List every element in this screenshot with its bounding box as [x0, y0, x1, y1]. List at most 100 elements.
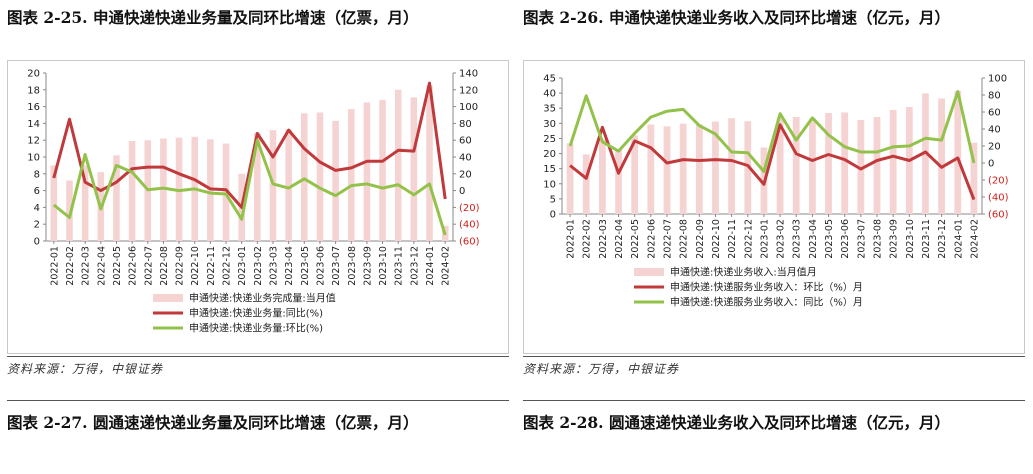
x-tick-label: 2023-10	[905, 219, 916, 259]
x-tick-label: 2024-02	[969, 219, 980, 259]
divider	[523, 356, 1025, 357]
x-tick-label: 2023-05	[300, 246, 311, 286]
x-tick-label: 2023-07	[856, 219, 867, 259]
bar	[679, 123, 687, 214]
legend-label: 申通快递:快递服务业务收入：环比（%）月	[670, 281, 863, 294]
bar	[954, 90, 962, 214]
x-tick-label: 2022-03	[81, 246, 92, 286]
bar	[160, 138, 167, 241]
bar	[316, 112, 324, 241]
left-tick-label: 25	[543, 134, 556, 145]
right-tick-label: 80	[459, 119, 472, 130]
x-tick-label: 2023-02	[776, 219, 787, 259]
bar	[426, 85, 433, 241]
figure-title-2-28: 图表 2-28. 圆通速递快递业务收入及同环比增速（亿元，月）	[523, 413, 950, 432]
right-tick-label: 80	[988, 91, 1001, 102]
left-tick-label: 45	[543, 74, 556, 85]
bar	[615, 149, 622, 214]
left-tick-label: 16	[27, 102, 40, 113]
legend-label: 申通快递:快递服务业务收入：同比（%）月	[670, 296, 863, 309]
x-tick-label: 2022-09	[695, 219, 706, 259]
bar	[808, 118, 816, 214]
bar	[792, 116, 800, 214]
right-tick-label: 20	[459, 169, 472, 180]
left-tick-label: 6	[34, 186, 40, 197]
x-tick-label: 2022-09	[175, 246, 186, 286]
right-tick-label: (20)	[988, 176, 1009, 187]
x-tick-label: 2022-11	[206, 246, 217, 286]
bar	[582, 154, 590, 214]
right-tick-label: (60)	[459, 237, 480, 248]
x-tick-label: 2022-11	[727, 219, 738, 259]
legend-label: 申通快递:快递业务完成量:当月值	[189, 292, 336, 305]
legend-label: 申通快递:快递业务量:环比(%)	[189, 322, 323, 335]
x-tick-label: 2022-12	[743, 219, 754, 259]
chart-2-26-svg: 0 5 10 15 20 25 30 35 40 45 (60) (40) (20) 0 20 40 60 80 1…	[543, 74, 1009, 309]
bar	[347, 109, 355, 241]
right-tick-label: 0	[459, 186, 465, 197]
bar	[113, 155, 120, 241]
right-tick-label: 40	[988, 125, 1001, 136]
bar	[647, 124, 655, 214]
x-tick-label: 2022-10	[711, 219, 722, 259]
x-tick-label: 2022-05	[630, 219, 641, 259]
right-tick-label: 60	[988, 108, 1001, 119]
bar	[938, 98, 946, 214]
x-tick-label: 2022-01	[49, 246, 60, 286]
legend-label: 申通快递:快递业务收入:当月值月	[670, 266, 817, 279]
bar	[728, 118, 736, 214]
right-tick-label: (40)	[459, 220, 480, 231]
x-tick-label: 2022-08	[159, 246, 170, 286]
x-tick-label: 2023-09	[362, 246, 373, 286]
x-tick-label: 2023-02	[253, 246, 264, 286]
left-tick-label: 0	[34, 237, 40, 248]
legend-swatch-bar	[153, 294, 183, 302]
right-tick-label: (40)	[988, 193, 1009, 204]
x-tick-label: 2023-01	[237, 246, 248, 286]
bar	[889, 110, 897, 214]
left-tick-label: 2	[34, 220, 40, 231]
x-tick-label: 2022-06	[646, 219, 657, 259]
x-tick-label: 2022-02	[65, 246, 76, 286]
x-tick-label: 2024-02	[441, 246, 452, 286]
left-tick-label: 10	[543, 179, 556, 190]
right-tick-label: (60)	[988, 210, 1009, 221]
left-tick-label: 4	[34, 203, 40, 214]
left-tick-label: 30	[543, 119, 556, 130]
bar	[81, 165, 89, 241]
figure-title-2-27: 图表 2-27. 圆通速递快递业务量及同环比增速（亿票，月）	[7, 413, 419, 432]
chart-2-25: 0 2 4 6 8 10 12 14 16 18 20 (60) (40) (20) 0 20 40 60 80 10…	[7, 60, 509, 354]
figure-title-2-25: 图表 2-25. 申通快递快递业务量及同环比增速（亿票，月）	[7, 8, 419, 27]
x-tick-label: 2022-04	[96, 246, 107, 286]
x-tick-label: 2023-03	[792, 219, 803, 259]
right-tick-label: 100	[988, 74, 1007, 85]
series-line-green	[568, 90, 976, 173]
bar	[776, 117, 784, 214]
left-tick-label: 0	[550, 210, 556, 221]
bar	[841, 112, 849, 214]
source-note: 资料来源：万得，中银证券	[523, 362, 680, 376]
bar	[363, 102, 371, 242]
bar	[598, 139, 606, 214]
right-tick-label: 0	[988, 159, 994, 170]
x-tick-label: 2024-01	[425, 246, 436, 286]
bar	[379, 99, 386, 241]
x-tick-label: 2023-04	[284, 246, 295, 286]
series-line-red	[569, 123, 976, 201]
divider	[7, 400, 509, 401]
right-tick-label: 40	[459, 153, 472, 164]
bar	[873, 116, 881, 214]
divider	[523, 400, 1025, 401]
x-tick-label: 2023-05	[824, 219, 835, 259]
x-tick-label: 2023-07	[331, 246, 342, 286]
x-tick-label: 2022-07	[143, 246, 154, 286]
x-tick-label: 2023-06	[315, 246, 326, 286]
divider	[7, 356, 509, 357]
bar	[695, 124, 703, 214]
x-tick-label: 2023-08	[873, 219, 884, 259]
left-tick-label: 12	[27, 136, 40, 147]
bar	[566, 143, 574, 214]
left-tick-label: 40	[543, 89, 556, 100]
left-tick-label: 15	[543, 164, 556, 175]
x-tick-label: 2022-08	[679, 219, 690, 259]
